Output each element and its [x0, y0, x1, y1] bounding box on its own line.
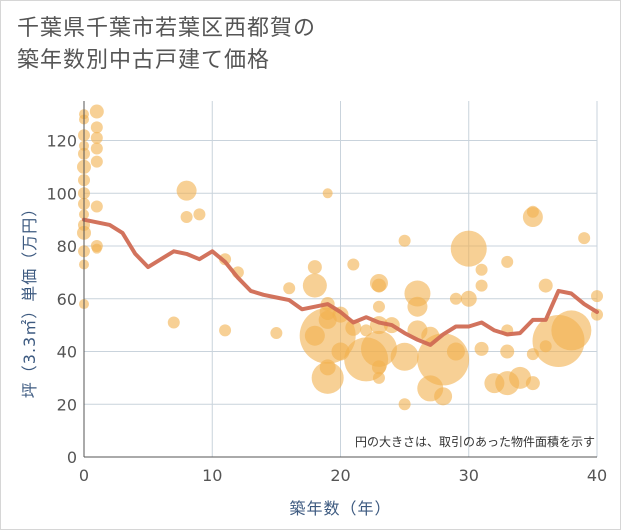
chart-title-line-1: 千葉県千葉市若葉区西都賀の	[17, 16, 317, 41]
data-point	[484, 373, 505, 394]
data-point	[180, 211, 193, 224]
x-tick-label: 10	[202, 466, 222, 485]
y-tick-label: 80	[57, 237, 77, 256]
data-point	[311, 361, 344, 394]
data-point	[390, 342, 419, 371]
data-point	[500, 344, 515, 359]
data-point	[526, 348, 539, 361]
data-point	[302, 273, 327, 298]
data-point	[90, 142, 103, 155]
axes: 0 20 40 60 80 100 120 0 10 20 30 40	[46, 101, 607, 485]
data-point	[501, 255, 514, 268]
data-point	[591, 290, 603, 303]
y-tick-label: 120	[46, 132, 77, 151]
data-point	[449, 292, 462, 305]
data-point	[446, 342, 465, 361]
data-point	[167, 316, 180, 329]
data-point	[176, 180, 197, 201]
data-point	[90, 200, 103, 213]
data-point	[578, 232, 591, 245]
data-point	[91, 243, 102, 254]
y-axis-label: 坪（3.3㎡）単価（万円）	[20, 200, 39, 398]
grid-lines	[84, 101, 598, 457]
data-point	[398, 398, 411, 411]
y-tick-label: 20	[57, 395, 77, 414]
data-point	[509, 366, 532, 389]
data-point	[307, 260, 322, 275]
data-point	[434, 387, 453, 406]
data-point	[460, 290, 477, 307]
data-point	[551, 310, 592, 351]
data-point	[398, 234, 411, 247]
bubble-size-note: 円の大きさは、取引のあった物件面積を示す	[355, 434, 595, 449]
data-point	[322, 188, 333, 199]
chart-title-line-2: 築年数別中古戸建て価格	[17, 48, 271, 73]
data-point	[360, 324, 373, 337]
data-point	[539, 340, 552, 353]
x-tick-label: 30	[459, 466, 479, 485]
data-point	[193, 208, 206, 221]
data-point	[283, 282, 296, 295]
data-point	[407, 296, 428, 317]
y-tick-label: 100	[46, 184, 77, 203]
data-point	[219, 324, 232, 337]
data-point	[347, 258, 360, 271]
y-tick-label: 40	[57, 343, 77, 362]
data-point	[538, 278, 553, 293]
data-point	[372, 300, 385, 313]
data-point	[345, 319, 362, 336]
x-axis-label: 築年数（年）	[289, 499, 391, 518]
data-point	[372, 371, 385, 384]
data-point	[475, 279, 488, 292]
data-point	[371, 278, 386, 293]
data-point	[319, 359, 336, 376]
data-point	[360, 330, 397, 367]
trend-series	[82, 217, 599, 347]
data-point	[90, 131, 103, 144]
chart-title: 千葉県千葉市若葉区西都賀の 築年数別中古戸建て価格	[17, 13, 316, 77]
data-point	[525, 376, 540, 391]
data-point	[90, 121, 103, 134]
x-tick-label: 0	[79, 466, 89, 485]
data-point	[474, 341, 489, 356]
data-point	[450, 230, 487, 267]
data-point	[90, 155, 103, 168]
data-point	[475, 263, 488, 276]
x-tick-label: 40	[587, 466, 607, 485]
data-point	[219, 253, 232, 266]
data-point	[371, 360, 386, 375]
y-tick-label: 0	[67, 448, 77, 467]
trend-line	[82, 217, 599, 347]
x-tick-label: 20	[330, 466, 350, 485]
data-point	[304, 325, 325, 346]
y-tick-label: 60	[57, 290, 77, 309]
data-point	[270, 327, 283, 340]
data-point	[526, 205, 539, 218]
bubble-series	[77, 104, 603, 411]
data-point	[331, 342, 350, 361]
data-point	[89, 104, 104, 119]
